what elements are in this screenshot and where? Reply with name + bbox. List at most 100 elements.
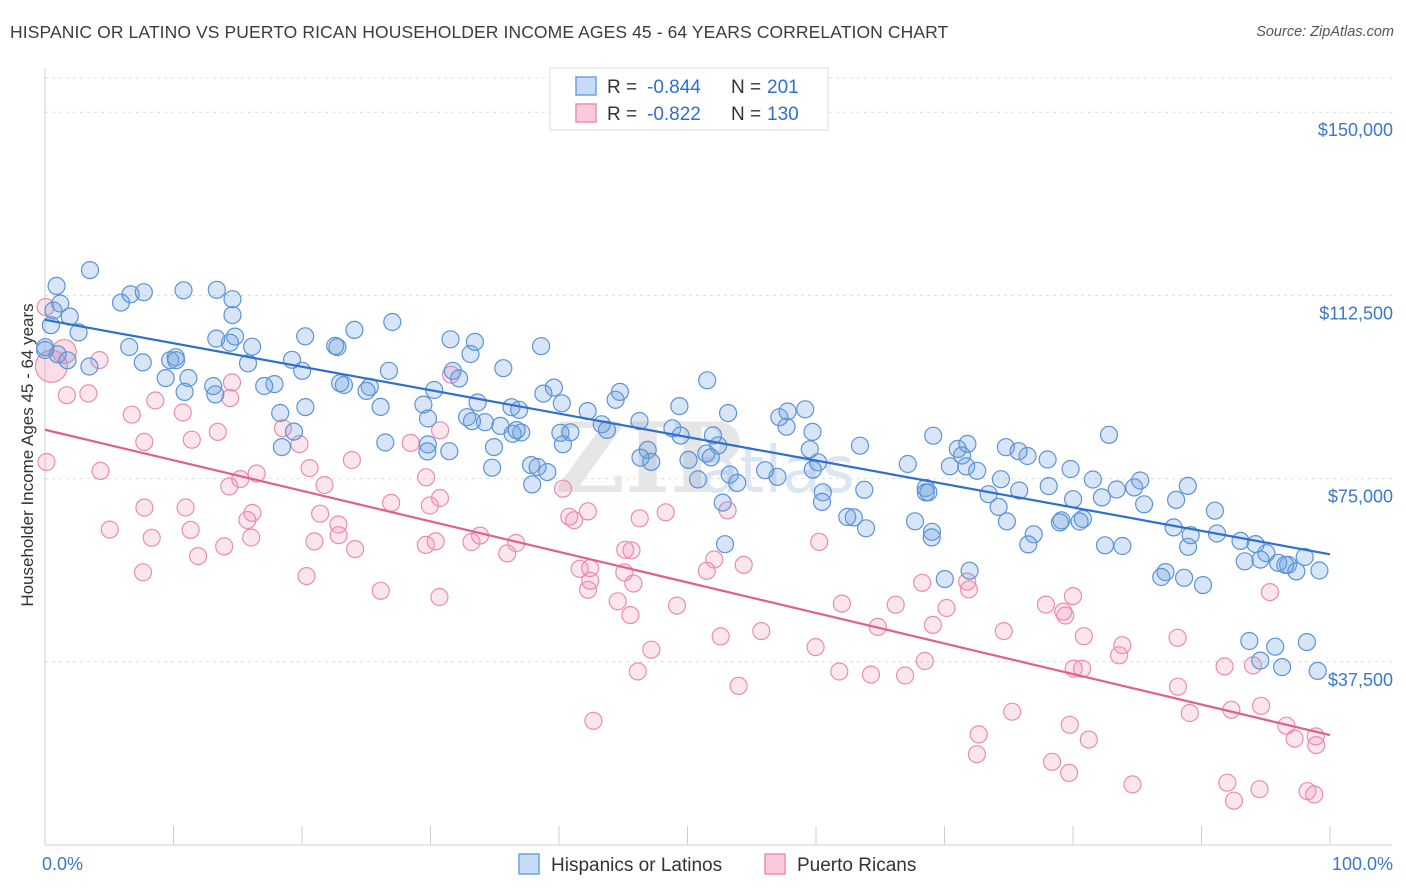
- legend-n-label-1: N =: [731, 77, 761, 98]
- hispanic-point: [713, 493, 732, 512]
- hispanic-point: [41, 316, 61, 335]
- hispanic-point: [1178, 476, 1197, 495]
- puerto-rican-point: [1180, 703, 1199, 723]
- hispanic-point: [468, 393, 487, 412]
- puerto-rican-point: [994, 621, 1013, 641]
- hispanic-point: [161, 351, 180, 370]
- hispanic-point: [296, 398, 315, 417]
- hispanic-point: [1019, 535, 1038, 554]
- hispanic-point: [523, 475, 542, 494]
- hispanic-point: [204, 377, 223, 396]
- puerto-rican-point: [915, 651, 934, 671]
- hispanic-point: [922, 522, 942, 541]
- hispanic-point: [371, 397, 390, 416]
- puerto-rican-point: [420, 496, 439, 515]
- hispanic-point: [223, 306, 242, 325]
- hispanic-point: [935, 569, 954, 589]
- puerto-rican-point: [1123, 775, 1142, 794]
- puerto-rican-point: [711, 627, 730, 646]
- hispanic-point: [638, 440, 657, 459]
- legend-n-value-1: 201: [767, 77, 799, 98]
- hispanic-point: [475, 413, 495, 432]
- puerto-rican-point: [242, 528, 261, 547]
- puerto-rican-point: [1059, 763, 1079, 783]
- legend-swatch-hispanics: [575, 76, 597, 96]
- hispanic-point: [1308, 661, 1327, 681]
- hispanic-point: [531, 337, 551, 356]
- hispanic-point: [441, 330, 460, 349]
- hispanic-point: [905, 512, 925, 531]
- hispanic-point: [450, 369, 469, 388]
- hispanic-point: [69, 323, 88, 342]
- hispanic-point: [383, 312, 402, 332]
- hispanic-point: [844, 508, 863, 527]
- hispanic-point: [528, 457, 547, 477]
- hispanic-point: [255, 376, 274, 396]
- legend-r-label-2: R =: [607, 104, 637, 125]
- hispanic-point: [179, 368, 198, 388]
- puerto-rican-point: [861, 665, 881, 684]
- hispanic-point: [175, 382, 194, 401]
- puerto-rican-point: [1285, 729, 1304, 748]
- hispanic-point: [238, 354, 258, 373]
- hispanic-point: [326, 336, 345, 355]
- hispanic-point: [507, 421, 526, 440]
- puerto-rican-point: [895, 666, 915, 685]
- hispanic-point: [919, 483, 938, 502]
- puerto-rican-point: [584, 711, 603, 730]
- puerto-rican-point: [346, 539, 365, 559]
- hispanic-point: [1235, 552, 1254, 571]
- hispanic-point: [670, 397, 689, 416]
- hispanic-point: [1205, 501, 1225, 520]
- puerto-rican-point: [417, 468, 436, 487]
- puerto-rican-point: [329, 515, 348, 534]
- hispanic-point: [989, 497, 1008, 516]
- hispanic-point: [284, 422, 304, 441]
- trend-line-hispanics: [44, 318, 1331, 556]
- puerto-rican-point: [90, 351, 109, 370]
- hispanic-point: [1251, 550, 1270, 569]
- puerto-rican-point: [426, 532, 445, 551]
- puerto-rican-point: [1215, 657, 1234, 676]
- hispanic-point: [414, 395, 433, 414]
- hispanic-point: [1092, 488, 1112, 507]
- puerto-rican-point: [222, 373, 242, 392]
- puerto-rican-point: [430, 587, 449, 607]
- hispanic-point: [1009, 442, 1028, 461]
- hispanic-point: [80, 261, 100, 280]
- puerto-rican-point: [182, 430, 201, 449]
- hispanic-point: [418, 409, 438, 428]
- bottom-legend-swatch-puerto-ricans: [764, 853, 786, 875]
- hispanic-point: [1269, 553, 1288, 572]
- hispanic-point: [1024, 525, 1043, 544]
- puerto-rican-point: [1056, 606, 1075, 625]
- hispanic-point: [1251, 651, 1270, 670]
- puerto-rican-point: [616, 540, 635, 559]
- puerto-rican-point: [1260, 582, 1280, 602]
- puerto-rican-point: [133, 563, 153, 582]
- hispanic-point: [1061, 459, 1080, 479]
- y-tick-label: $112,500: [1319, 303, 1393, 323]
- puerto-rican-point: [734, 555, 753, 575]
- hispanic-point: [803, 460, 822, 479]
- hispanic-point: [1276, 555, 1295, 575]
- hispanic-point: [331, 374, 350, 393]
- puerto-rican-point: [315, 475, 334, 495]
- puerto-rican-point: [806, 637, 825, 657]
- legend-r-label-1: R =: [607, 77, 637, 98]
- puerto-rican-point: [729, 676, 748, 696]
- hispanic-point: [755, 461, 775, 480]
- hispanic-point: [1152, 567, 1171, 587]
- puerto-rican-point: [1074, 627, 1093, 646]
- hispanic-point: [272, 438, 291, 457]
- puerto-rican-point: [1060, 715, 1079, 734]
- puerto-rican-point: [462, 532, 481, 552]
- y-axis-label: Householder Income Ages 45 - 64 years: [18, 303, 37, 606]
- puerto-rican-point: [300, 459, 319, 478]
- hispanic-point: [812, 492, 832, 511]
- puerto-rican-point: [329, 526, 348, 545]
- puerto-rican-point: [135, 498, 154, 517]
- hispanic-point: [418, 442, 437, 461]
- puerto-rican-point: [238, 510, 257, 530]
- hispanic-point: [534, 384, 553, 403]
